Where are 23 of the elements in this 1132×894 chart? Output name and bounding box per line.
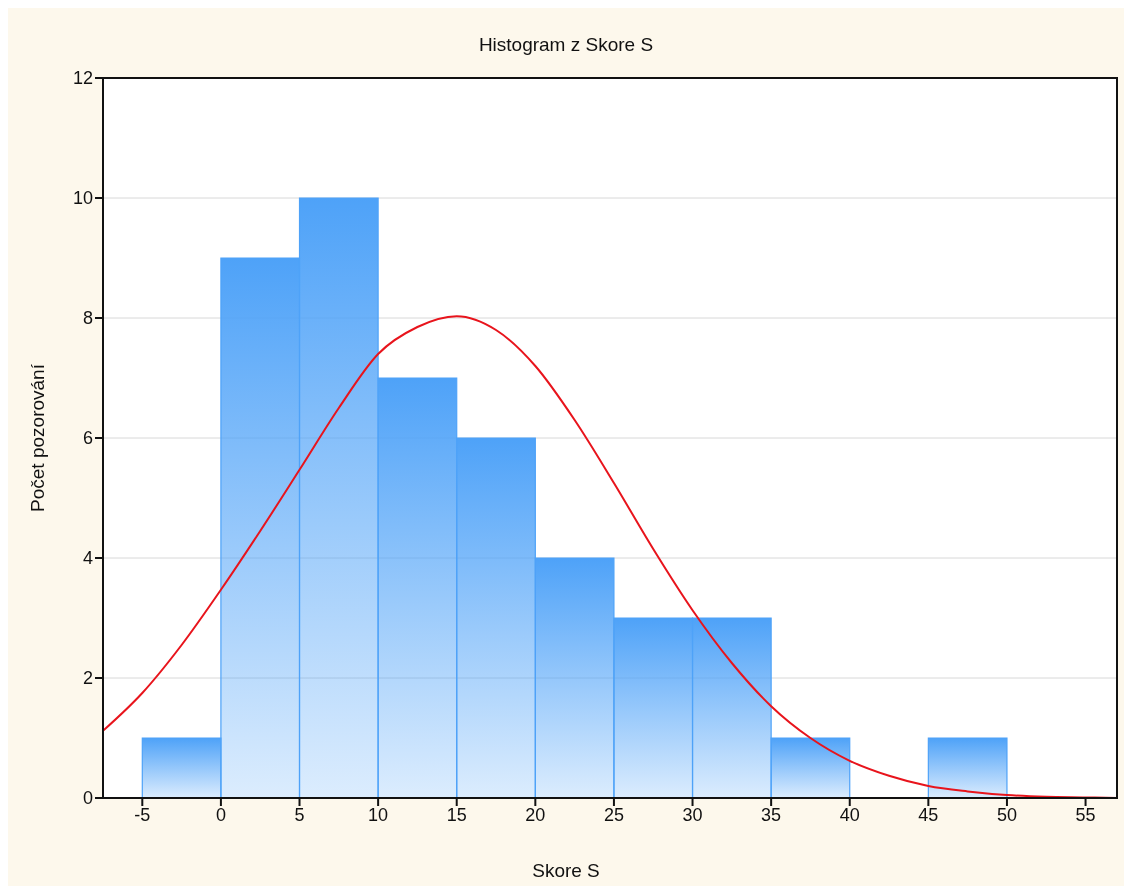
x-tick-label: 0 <box>215 804 226 825</box>
x-tick-label: 10 <box>368 804 389 825</box>
y-tick-label: 4 <box>82 548 93 569</box>
y-tick-label: 0 <box>82 788 93 809</box>
x-tick-label: 45 <box>918 804 939 825</box>
x-tick-label: 55 <box>1075 804 1096 825</box>
x-axis-title: Skore S <box>531 860 601 882</box>
y-tick-label: 2 <box>82 668 93 689</box>
x-tick-label: 25 <box>603 804 624 825</box>
x-tick-label: 20 <box>525 804 546 825</box>
y-tick-label: 10 <box>72 188 93 209</box>
y-axis-title: Počet pozorování <box>27 364 49 512</box>
x-tick-label: 5 <box>294 804 305 825</box>
chart-title: Histogram z Skore S <box>477 34 655 56</box>
x-tick-label: 15 <box>446 804 467 825</box>
y-tick-label: 6 <box>82 428 93 449</box>
y-tick-label: 12 <box>72 68 93 89</box>
x-tick-label: 40 <box>839 804 860 825</box>
x-tick-label: 35 <box>761 804 782 825</box>
x-tick-label: -5 <box>134 804 151 825</box>
x-tick-label: 30 <box>682 804 703 825</box>
y-tick-label: 8 <box>82 308 93 329</box>
x-tick-label: 50 <box>996 804 1017 825</box>
